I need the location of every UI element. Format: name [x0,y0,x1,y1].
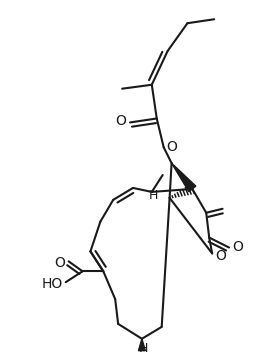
Text: O: O [216,249,227,264]
Text: HO: HO [41,277,63,291]
Text: O: O [166,140,177,154]
Text: O: O [54,256,65,270]
Polygon shape [171,163,196,192]
Text: O: O [116,114,127,129]
Polygon shape [138,339,145,351]
Text: O: O [232,240,243,255]
Text: H: H [139,342,149,355]
Text: H: H [149,190,158,203]
